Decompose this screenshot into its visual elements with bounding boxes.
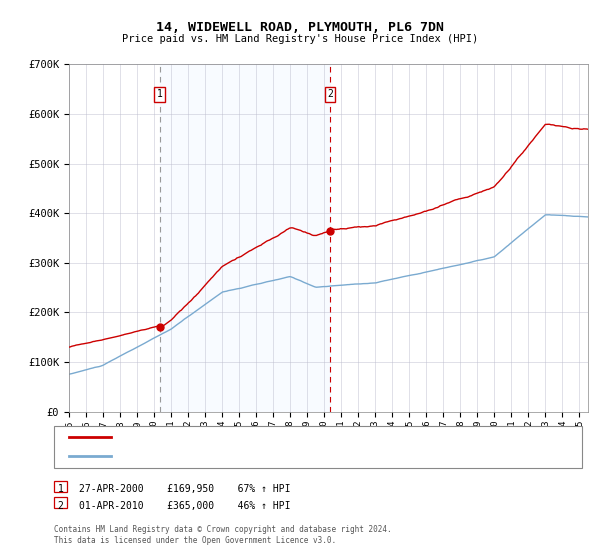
Text: HPI: Average price, detached house, City of Plymouth: HPI: Average price, detached house, City…	[118, 451, 391, 460]
Text: 1: 1	[58, 484, 64, 494]
Text: 14, WIDEWELL ROAD, PLYMOUTH, PL6 7DN (detached house): 14, WIDEWELL ROAD, PLYMOUTH, PL6 7DN (de…	[118, 433, 397, 442]
Text: Price paid vs. HM Land Registry's House Price Index (HPI): Price paid vs. HM Land Registry's House …	[122, 34, 478, 44]
Text: 2: 2	[327, 89, 333, 99]
Text: 01-APR-2010    £365,000    46% ↑ HPI: 01-APR-2010 £365,000 46% ↑ HPI	[79, 501, 290, 511]
Text: 2: 2	[58, 501, 64, 511]
Text: 1: 1	[157, 89, 163, 99]
Bar	[160, 64, 330, 412]
Text: 14, WIDEWELL ROAD, PLYMOUTH, PL6 7DN: 14, WIDEWELL ROAD, PLYMOUTH, PL6 7DN	[156, 21, 444, 34]
Text: 27-APR-2000    £169,950    67% ↑ HPI: 27-APR-2000 £169,950 67% ↑ HPI	[79, 484, 290, 494]
Text: Contains HM Land Registry data © Crown copyright and database right 2024.
This d: Contains HM Land Registry data © Crown c…	[54, 525, 392, 545]
